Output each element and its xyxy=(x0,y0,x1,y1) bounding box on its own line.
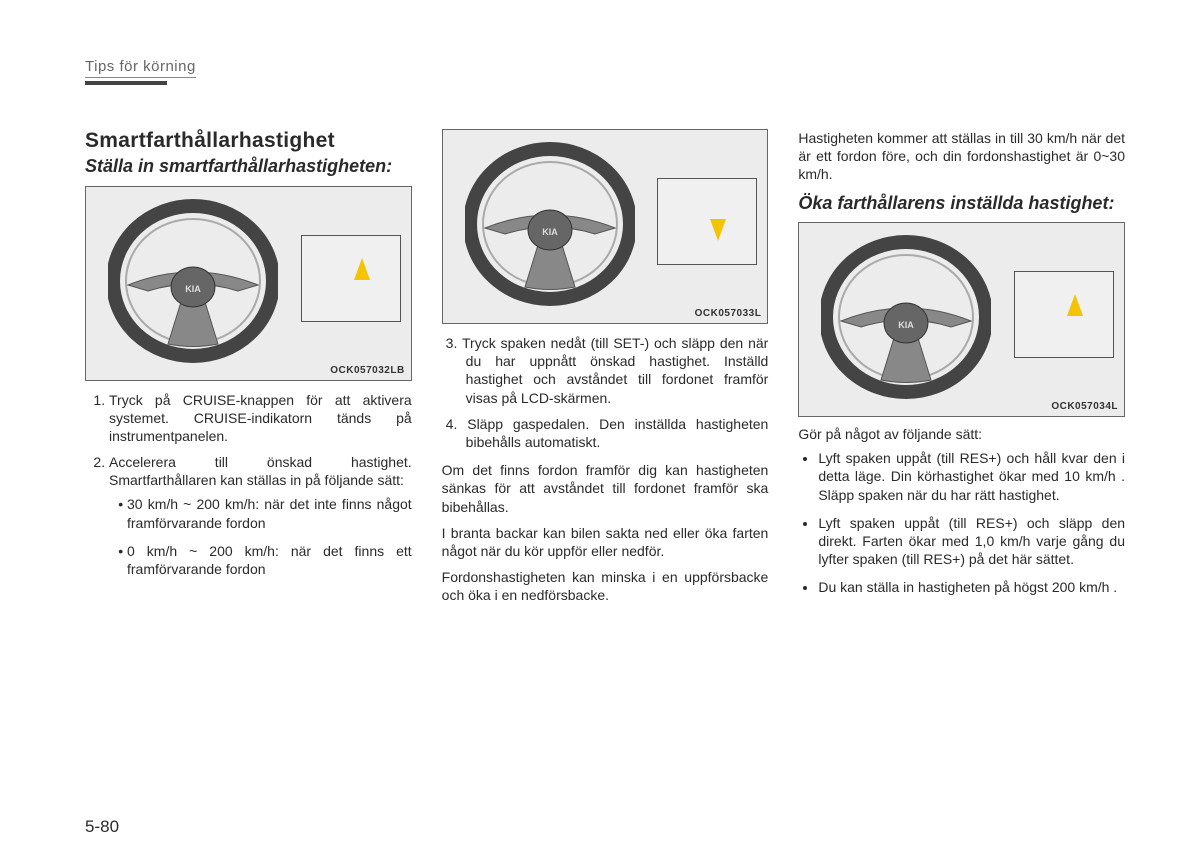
bullet-list-col3: Lyft spaken uppåt (till RES+) och håll k… xyxy=(798,449,1125,596)
control-inset xyxy=(1014,271,1114,358)
instruction-list-1: Tryck på CRUISE-knappen för att aktivera… xyxy=(85,391,412,579)
arrow-down-icon xyxy=(710,219,726,241)
arrow-up-icon xyxy=(1067,294,1083,316)
arrow-up-icon xyxy=(354,258,370,280)
figure-wheel-3: KIA OCK057034L xyxy=(798,222,1125,417)
manual-page: Tips för körning Smartfarthållarhastighe… xyxy=(0,0,1200,861)
control-inset xyxy=(301,235,401,322)
list-item: 30 km/h ~ 200 km/h: när det inte finns n… xyxy=(127,495,412,531)
column-1: Smartfarthållarhastighet Ställa in smart… xyxy=(85,113,412,612)
list-item: Lyft spaken uppåt (till RES+) och håll k… xyxy=(818,449,1125,504)
subtitle-installa: Ställa in smartfarthållarhastigheten: xyxy=(85,155,412,178)
section-header: Tips för körning xyxy=(85,58,196,78)
list-item: Tryck spaken nedåt (till SET-) och släpp… xyxy=(466,334,769,407)
list-item: Lyft spaken uppåt (till RES+) och släpp … xyxy=(818,514,1125,569)
list-item: Släpp gaspedalen. Den inställda hastighe… xyxy=(466,415,769,451)
subtitle-oka: Öka farthållarens inställda hastighet: xyxy=(798,192,1125,215)
steering-wheel-icon: KIA xyxy=(108,199,278,364)
steering-wheel-icon: KIA xyxy=(821,235,991,400)
paragraph: Hastigheten kommer att ställas in till 3… xyxy=(798,129,1125,184)
three-column-layout: Smartfarthållarhastighet Ställa in smart… xyxy=(85,113,1125,612)
figure-wheel-2: KIA OCK057033L xyxy=(442,129,769,324)
instruction-list-2: Tryck spaken nedåt (till SET-) och släpp… xyxy=(442,334,769,451)
paragraph: I branta backar kan bilen sakta ned elle… xyxy=(442,524,769,560)
figure-id: OCK057033L xyxy=(695,308,762,319)
figure-id: OCK057032LB xyxy=(330,365,404,376)
paragraph: Fordonshastigheten kan minska i en uppfö… xyxy=(442,568,769,604)
column-3: Hastigheten kommer att ställas in till 3… xyxy=(798,113,1125,612)
list-item: Du kan ställa in hastigheten på högst 20… xyxy=(818,578,1125,596)
column-2: KIA OCK057033L Tryck spaken nedåt (till … xyxy=(442,113,769,612)
sub-bullet-list: 30 km/h ~ 200 km/h: när det inte finns n… xyxy=(109,495,412,578)
header-underline xyxy=(85,81,167,85)
svg-text:KIA: KIA xyxy=(899,320,915,330)
list-item-text: Accelerera till önskad hastighet. Smartf… xyxy=(109,454,412,488)
list-item: Accelerera till önskad hastighet. Smartf… xyxy=(109,453,412,578)
list-item: 0 km/h ~ 200 km/h: när det finns ett fra… xyxy=(127,542,412,578)
control-inset xyxy=(657,178,757,265)
svg-text:KIA: KIA xyxy=(542,227,558,237)
lead-text: Gör på något av följande sätt: xyxy=(798,425,1125,443)
title-smartfart: Smartfarthållarhastighet xyxy=(85,129,412,153)
list-item: Tryck på CRUISE-knappen för att aktivera… xyxy=(109,391,412,446)
paragraph: Om det finns fordon framför dig kan hast… xyxy=(442,461,769,516)
steering-wheel-icon: KIA xyxy=(465,142,635,307)
figure-id: OCK057034L xyxy=(1051,401,1118,412)
figure-wheel-1: KIA OCK057032LB xyxy=(85,186,412,381)
svg-text:KIA: KIA xyxy=(185,284,201,294)
page-number: 5-80 xyxy=(85,817,119,837)
